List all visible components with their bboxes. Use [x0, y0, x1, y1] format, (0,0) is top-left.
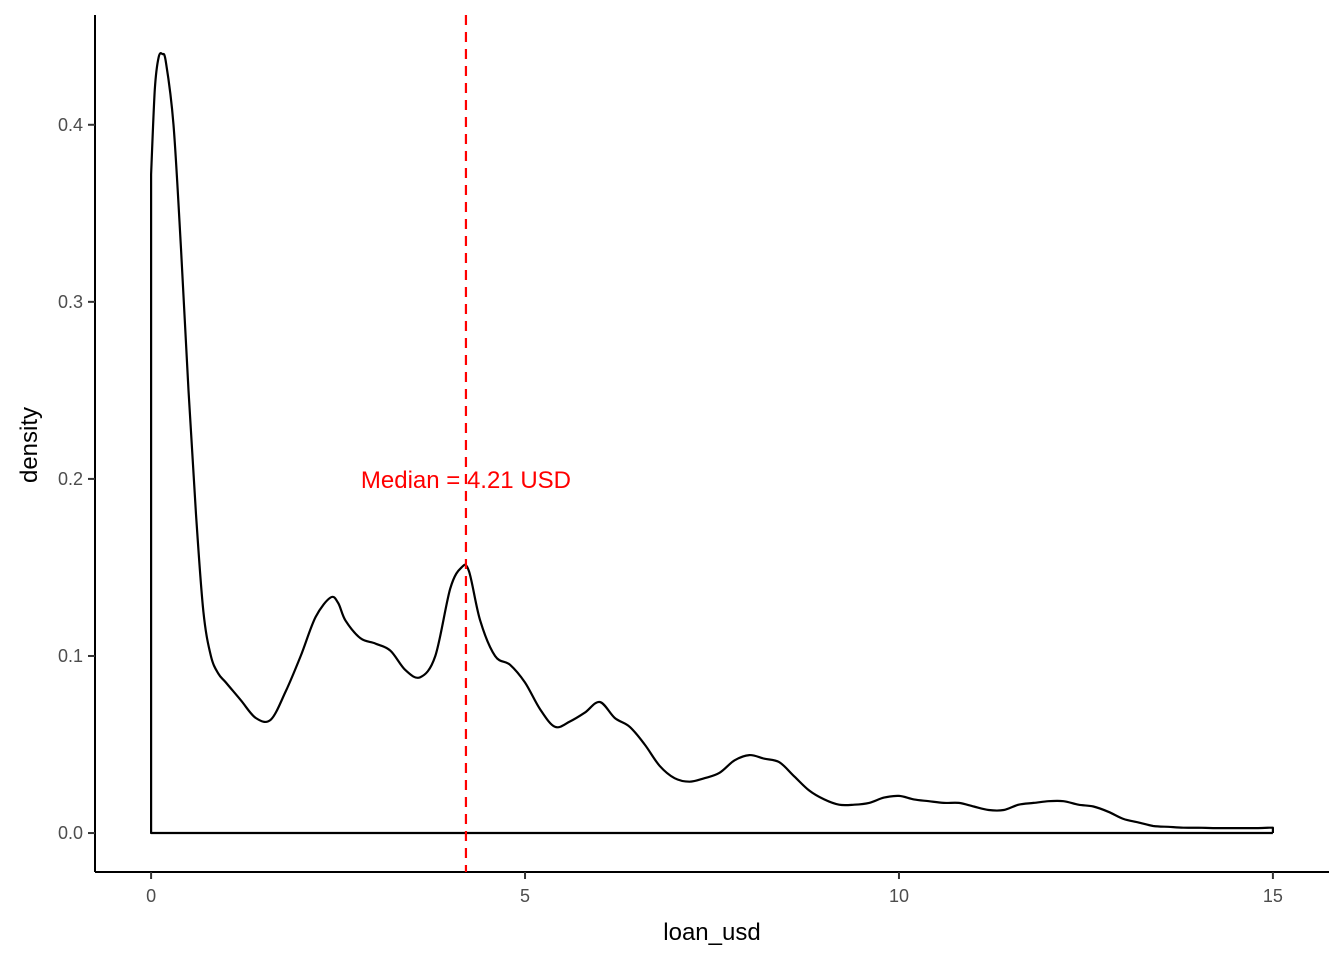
x-tick-label: 15 [1263, 886, 1283, 906]
x-axis-title: loan_usd [663, 919, 760, 946]
x-tick-label: 10 [889, 886, 909, 906]
y-axis: 0.0 0.1 0.2 0.3 0.4 density [16, 15, 96, 872]
x-tick-label: 0 [146, 886, 156, 906]
density-curve [150, 52, 1274, 835]
y-tick-label: 0.1 [58, 646, 83, 666]
plot-area: Median = 4.21 USD [150, 15, 1274, 872]
x-ticks: 0 5 10 15 [146, 872, 1283, 906]
y-ticks: 0.0 0.1 0.2 0.3 0.4 [58, 115, 95, 843]
x-tick-label: 5 [520, 886, 530, 906]
y-tick-label: 0.3 [58, 292, 83, 312]
x-axis: 0 5 10 15 loan_usd [95, 871, 1329, 946]
y-tick-label: 0.4 [58, 115, 83, 135]
y-tick-label: 0.0 [58, 823, 83, 843]
median-annotation: Median = 4.21 USD [361, 467, 571, 494]
y-tick-label: 0.2 [58, 469, 83, 489]
y-axis-title: density [16, 407, 43, 483]
